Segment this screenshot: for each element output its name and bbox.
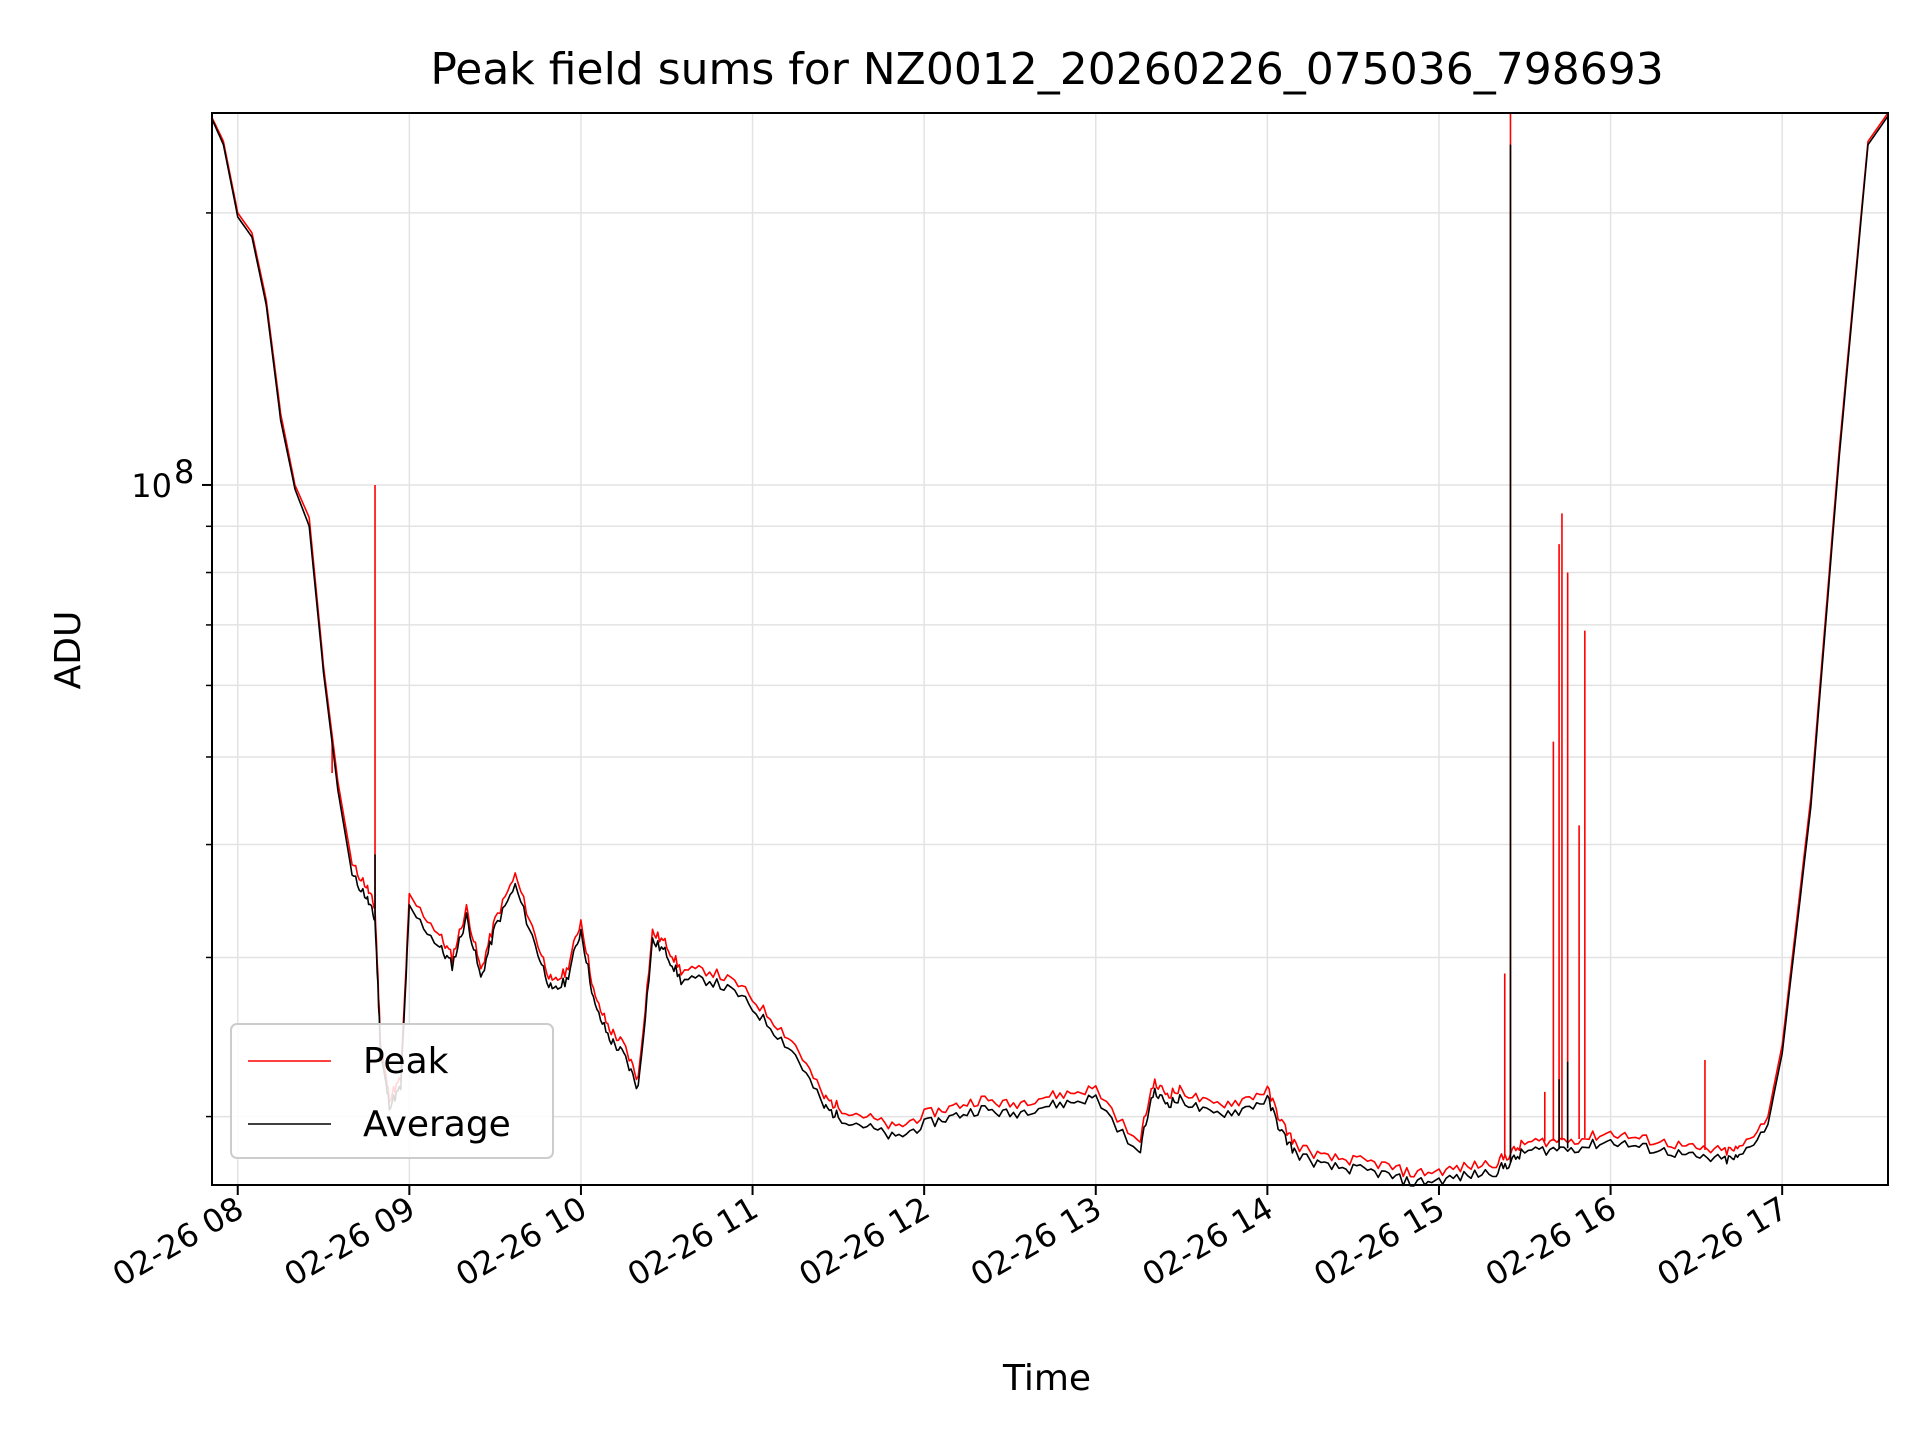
y-tick-label: 10 — [131, 467, 172, 505]
y-tick-label-exponent: 8 — [174, 453, 194, 491]
legend-average-label: Average — [363, 1104, 511, 1145]
y-axis: 10 8 — [131, 212, 212, 1118]
y-axis-label: ADU — [48, 611, 89, 690]
legend-peak-label: Peak — [363, 1041, 449, 1082]
x-axis-label: Time — [1002, 1358, 1091, 1399]
plot-frame — [211, 112, 1889, 1186]
chart-title: Peak field sums for NZ0012_20260226_0750… — [430, 44, 1663, 95]
legend: Peak Average — [230, 1023, 554, 1159]
